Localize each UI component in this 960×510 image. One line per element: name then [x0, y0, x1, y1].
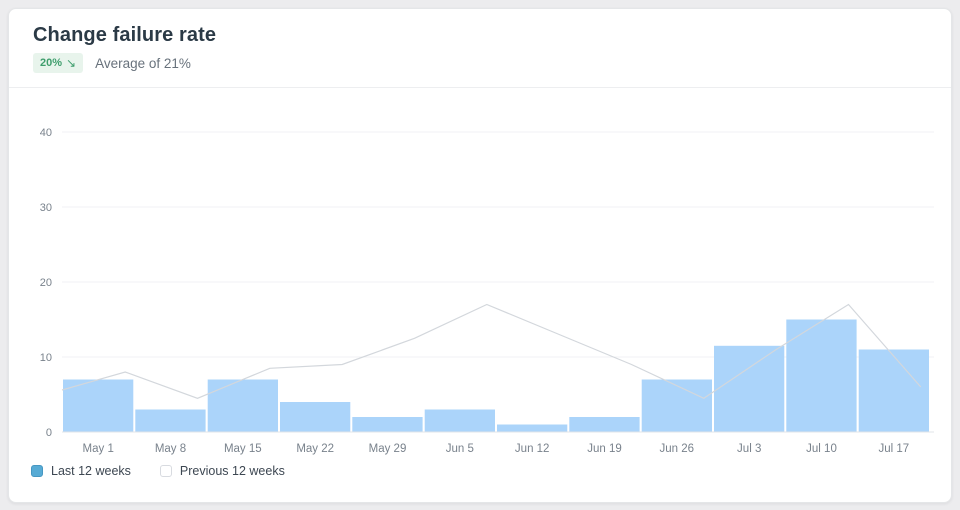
change-failure-rate-card: Change failure rate 20% ↘ Average of 21%… — [8, 8, 952, 503]
page-title: Change failure rate — [33, 24, 217, 46]
trend-badge-value: 20% — [40, 57, 63, 69]
trend-down-arrow-icon: ↘ — [66, 56, 77, 70]
card-header: Change failure rate 20% ↘ Average of 21% — [9, 9, 951, 88]
average-label: Average of 21% — [95, 55, 191, 71]
legend-label-last-12-weeks: Last 12 weeks — [51, 464, 131, 478]
trend-badge: 20% ↘ — [33, 53, 84, 73]
chart-legend: Last 12 weeks Previous 12 weeks — [31, 464, 285, 478]
legend-item-previous-12-weeks[interactable]: Previous 12 weeks — [159, 464, 285, 478]
subtitle-row: 20% ↘ Average of 21% — [33, 53, 927, 73]
legend-item-last-12-weeks[interactable]: Last 12 weeks — [31, 464, 131, 478]
legend-swatch-outlined-icon — [159, 465, 172, 477]
legend-swatch-filled-icon — [31, 465, 43, 477]
legend-label-previous-12-weeks: Previous 12 weeks — [179, 464, 285, 478]
